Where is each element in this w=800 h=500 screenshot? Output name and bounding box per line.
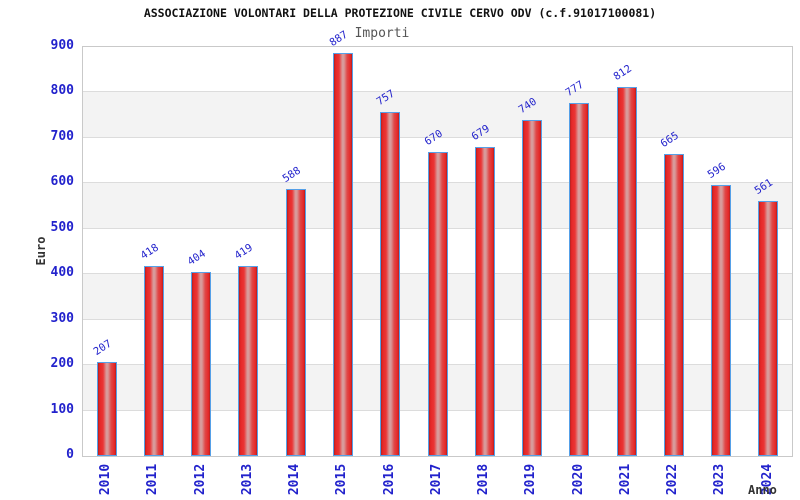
y-tick-label: 900 [50, 38, 74, 53]
x-tick-label-2022: 2022 [665, 463, 681, 495]
bar-2010 [96, 361, 117, 456]
y-tick-label: 400 [50, 265, 74, 281]
x-tick-label-2012: 2012 [192, 463, 208, 495]
x-tick-label-2014: 2014 [287, 463, 303, 495]
y-tick-label: 700 [50, 128, 74, 144]
background-band [83, 47, 792, 93]
bar-2012 [191, 272, 212, 456]
bar-2017 [427, 151, 448, 456]
gridline [83, 136, 792, 138]
bar-2020 [569, 102, 590, 456]
chart-title: ASSOCIAZIONE VOLONTARI DELLA PROTEZIONE … [143, 6, 657, 20]
x-tick-label-2023: 2023 [712, 463, 728, 495]
x-tick-label-2011: 2011 [145, 463, 161, 495]
bar-2014 [285, 188, 306, 456]
y-tick-label: 500 [50, 219, 74, 235]
bar-2011 [143, 266, 164, 456]
y-tick-label: 300 [50, 310, 74, 326]
x-tick-label-2020: 2020 [570, 463, 586, 495]
bar-2019 [522, 119, 543, 456]
bar-2022 [663, 153, 684, 456]
y-tick-label: 800 [50, 83, 74, 99]
bar-2013 [238, 265, 259, 456]
y-tick-label: 600 [50, 174, 74, 190]
x-tick-label-2010: 2010 [98, 463, 114, 495]
bar-2016 [380, 112, 401, 456]
x-tick-label-2018: 2018 [476, 463, 492, 495]
plot-area: 207 418 404 419 588 887 757 670 679 740 777 812 665 5… [82, 29, 793, 457]
y-tick-label: 100 [50, 401, 74, 417]
bar-2015 [332, 52, 353, 456]
bar-2018 [474, 147, 495, 456]
x-tick-label-2015: 2015 [334, 463, 350, 495]
x-axis-title: Anno [748, 483, 777, 497]
gridline [83, 91, 792, 93]
bar-2021 [616, 87, 637, 456]
x-tick-label-2021: 2021 [618, 463, 634, 495]
x-tick-label-2019: 2019 [523, 463, 539, 495]
background-band [83, 92, 792, 138]
x-tick-label-2016: 2016 [381, 463, 397, 495]
y-tick-label: 200 [50, 356, 74, 372]
chart-subtitle: Importi [354, 26, 410, 41]
x-tick-label-2013: 2013 [239, 463, 255, 495]
bar-2023 [711, 185, 732, 456]
x-tick-label-2017: 2017 [429, 463, 444, 495]
bar-2024 [758, 201, 779, 456]
y-axis-title: Euro [34, 236, 48, 266]
y-tick-label: 0 [66, 447, 74, 462]
